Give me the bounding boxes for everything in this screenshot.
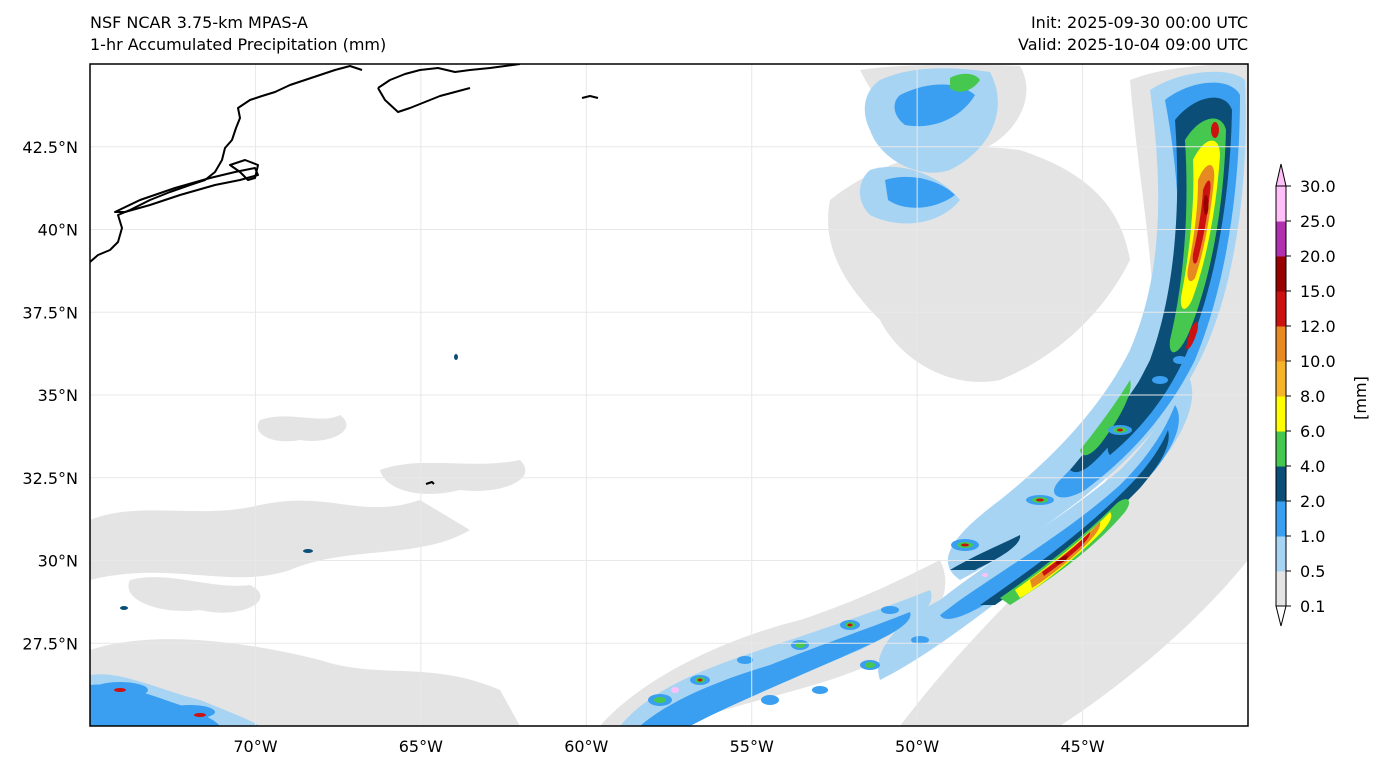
colorbar-swatch bbox=[1276, 466, 1286, 502]
lon-tick-label: 55°W bbox=[730, 737, 774, 756]
colorbar-tick-label: 10.0 bbox=[1300, 352, 1336, 371]
colorbar-tick-label: 0.1 bbox=[1300, 597, 1325, 616]
precip-scattered-cells bbox=[92, 354, 1187, 719]
valid-time: Valid: 2025-10-04 09:00 UTC bbox=[1017, 35, 1248, 54]
map-frame bbox=[89, 63, 1249, 727]
colorbar-tick-label: 15.0 bbox=[1300, 282, 1336, 301]
colorbar-tick-label: 25.0 bbox=[1300, 212, 1336, 231]
colorbar-tick-label: 8.0 bbox=[1300, 387, 1325, 406]
colorbar-swatch bbox=[1276, 221, 1286, 257]
colorbar-tick-label: 1.0 bbox=[1300, 527, 1325, 546]
lon-tick-label: 60°W bbox=[564, 737, 608, 756]
model-title: NSF NCAR 3.75-km MPAS-A bbox=[90, 13, 308, 32]
init-time: Init: 2025-09-30 00:00 UTC bbox=[1030, 13, 1248, 32]
colorbar-swatch bbox=[1276, 256, 1286, 292]
colorbar-min-arrow bbox=[1275, 605, 1287, 627]
lon-tick-label: 65°W bbox=[399, 737, 443, 756]
title-block: NSF NCAR 3.75-km MPAS-A 1-hr Accumulated… bbox=[90, 12, 386, 56]
lat-tick-label: 40°N bbox=[38, 221, 78, 240]
precip-layer bbox=[90, 64, 1248, 726]
colorbar-swatch bbox=[1276, 571, 1286, 607]
colorbar-swatch bbox=[1276, 291, 1286, 327]
colorbar-tick-label: 12.0 bbox=[1300, 317, 1336, 336]
time-block: Init: 2025-09-30 00:00 UTC Valid: 2025-1… bbox=[1018, 12, 1248, 56]
colorbar: 0.1 0.5 1.0 2.0 4.0 6.0 8.0 10.0 12.0 15.0 20.0 25.… bbox=[1275, 163, 1370, 627]
colorbar-tick-label: 2.0 bbox=[1300, 492, 1325, 511]
colorbar-swatch bbox=[1276, 536, 1286, 572]
lat-tick-label: 30°N bbox=[38, 552, 78, 571]
lat-tick-label: 37.5°N bbox=[22, 303, 78, 322]
colorbar-swatch bbox=[1276, 396, 1286, 432]
lat-tick-label: 35°N bbox=[38, 386, 78, 405]
lat-tick-label: 42.5°N bbox=[22, 138, 78, 157]
colorbar-swatch bbox=[1276, 501, 1286, 537]
colorbar-swatch bbox=[1276, 326, 1286, 362]
colorbar-swatch bbox=[1276, 186, 1286, 222]
colorbar-tick-label: 30.0 bbox=[1300, 177, 1336, 196]
lat-tick-label: 27.5°N bbox=[22, 634, 78, 653]
lon-tick-labels: 70°W 65°W 60°W 55°W 50°W 45°W bbox=[233, 737, 1105, 756]
field-title: 1-hr Accumulated Precipitation (mm) bbox=[90, 35, 387, 54]
colorbar-swatch bbox=[1276, 361, 1286, 397]
colorbar-swatches bbox=[1275, 185, 1287, 607]
colorbar-tick-label: 6.0 bbox=[1300, 422, 1325, 441]
lon-tick-label: 50°W bbox=[895, 737, 939, 756]
colorbar-max-arrow bbox=[1275, 163, 1287, 187]
colorbar-tick-label: 0.5 bbox=[1300, 562, 1325, 581]
lon-tick-label: 70°W bbox=[233, 737, 277, 756]
colorbar-tick-label: 4.0 bbox=[1300, 457, 1325, 476]
lat-tick-labels: 42.5°N 40°N 37.5°N 35°N 32.5°N 30°N 27.5… bbox=[22, 138, 78, 654]
colorbar-swatch bbox=[1276, 431, 1286, 467]
colorbar-unit-label: [mm] bbox=[1351, 376, 1370, 420]
lat-tick-label: 32.5°N bbox=[22, 469, 78, 488]
colorbar-tick-label: 20.0 bbox=[1300, 247, 1336, 266]
colorbar-tick-labels: 0.1 0.5 1.0 2.0 4.0 6.0 8.0 10.0 12.0 15.0 20.0 25.… bbox=[1286, 177, 1336, 616]
lon-tick-label: 45°W bbox=[1060, 737, 1104, 756]
coastline bbox=[90, 64, 599, 485]
gridlines bbox=[90, 64, 1248, 726]
